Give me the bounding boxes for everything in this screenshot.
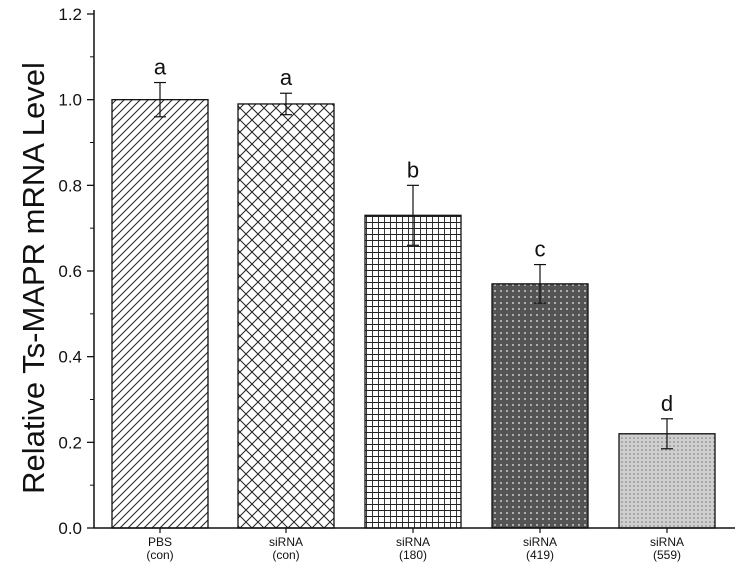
y-tick-label-2: 0.2 — [58, 433, 82, 452]
y-tick-label-6: 1.0 — [58, 91, 82, 110]
x-tick-label-3-line1: siRNA — [396, 535, 430, 549]
error-bar-2 — [280, 92, 292, 116]
y-axis-title: Relative Ts-MAPR mRNA Level — [16, 62, 51, 494]
x-tick-labels-layer: PBS(con)siRNA(con)siRNA(180)siRNA(419)si… — [146, 535, 684, 562]
y-tick-label-7: 1.2 — [58, 5, 82, 24]
x-tick-label-1-line2: (con) — [146, 548, 173, 562]
bar-2 — [237, 103, 335, 529]
error-bars-layer — [154, 81, 673, 450]
error-bar-3 — [407, 184, 419, 246]
bar-4 — [491, 283, 589, 529]
y-tick-label-3: 0.4 — [58, 348, 82, 367]
x-tick-label-5-line2: (559) — [653, 548, 681, 562]
x-tick-label-4-line2: (419) — [526, 548, 554, 562]
error-bar-1 — [154, 81, 166, 118]
x-tick-label-2-line2: (con) — [272, 548, 299, 562]
significance-label-5: d — [661, 391, 673, 416]
x-tick-label-4-line1: siRNA — [523, 535, 557, 549]
significance-label-1: a — [154, 55, 167, 80]
bar-3 — [364, 214, 462, 529]
axes-layer: 0.0 0.2 0.4 0.6 0.8 1.0 1.2 — [58, 5, 735, 538]
y-tick-label-1: 0.0 — [58, 519, 82, 538]
y-tick-label-4: 0.6 — [58, 262, 82, 281]
x-tick-label-2-line1: siRNA — [269, 535, 303, 549]
significance-label-3: b — [407, 157, 419, 182]
bar-5 — [618, 433, 716, 529]
bar-1 — [111, 99, 209, 529]
significance-labels-layer: a a b c d — [154, 55, 673, 416]
significance-label-4: c — [535, 237, 546, 262]
x-tick-label-1-line1: PBS — [148, 535, 172, 549]
error-bar-5 — [661, 418, 673, 450]
significance-label-2: a — [280, 65, 293, 90]
x-tick-label-3-line2: (180) — [399, 548, 427, 562]
error-bar-4 — [534, 263, 546, 304]
y-tick-label-5: 0.8 — [58, 176, 82, 195]
x-tick-label-5-line1: siRNA — [650, 535, 684, 549]
